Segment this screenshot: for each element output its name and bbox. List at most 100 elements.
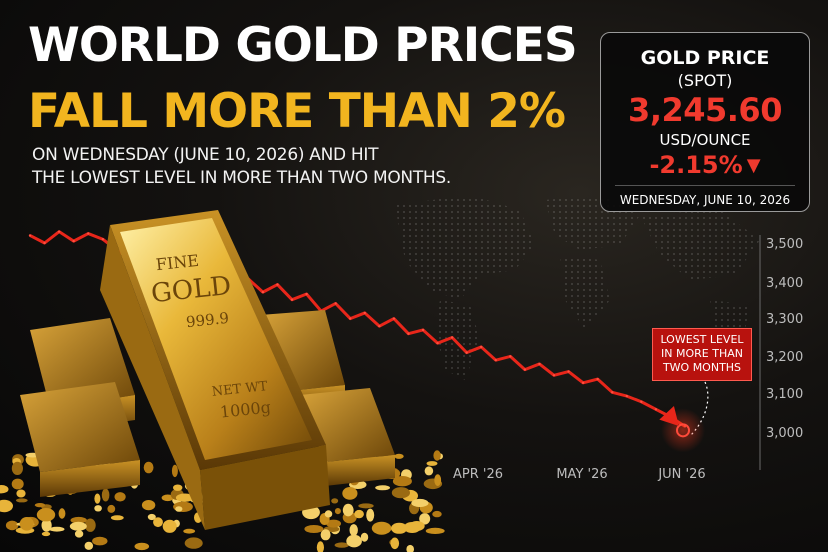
gold-nugget — [184, 537, 203, 549]
data-point — [465, 351, 468, 354]
data-point — [43, 241, 46, 245]
data-point — [436, 341, 439, 345]
gold-nugget — [134, 542, 150, 551]
down-triangle-icon: ▼ — [746, 155, 761, 176]
price-box-subtitle: (SPOT) — [677, 71, 733, 90]
gold-nugget — [390, 537, 400, 550]
gold-nugget — [324, 510, 333, 518]
lowest-point-marker — [676, 423, 690, 438]
gold-nugget — [392, 476, 412, 487]
gold-nugget — [346, 534, 362, 548]
gold-nugget — [375, 485, 390, 491]
gold-nugget — [433, 450, 441, 461]
gold-nugget — [101, 488, 110, 502]
data-point — [581, 381, 585, 385]
gold-nugget — [424, 466, 434, 476]
spot-price-value: 3,245.60 — [628, 91, 782, 129]
gold-nugget — [406, 544, 414, 552]
data-point — [523, 368, 527, 371]
lowest-level-callout: LOWEST LEVEL IN MORE THAN TWO MONTHS — [652, 328, 752, 381]
data-point — [334, 302, 337, 305]
gold-nugget — [334, 508, 341, 515]
gold-nugget — [354, 509, 364, 519]
spot-price-box: GOLD PRICE (SPOT) 3,245.60 USD/OUNCE -2.… — [600, 32, 810, 212]
data-point — [87, 232, 90, 235]
data-point — [552, 374, 556, 377]
data-point — [349, 317, 352, 320]
gold-nugget — [141, 500, 156, 511]
gold-nugget — [342, 503, 354, 517]
gold-nugget — [19, 517, 34, 531]
gold-nugget — [426, 461, 438, 466]
gold-nugget — [342, 487, 358, 500]
gold-nugget — [70, 516, 87, 524]
gold-nugget — [183, 528, 196, 534]
gold-nugget — [5, 520, 19, 531]
gold-nugget — [316, 541, 324, 552]
gold-nugget — [49, 526, 65, 532]
x-axis-ticks: APR '26 MAY '26 JUN '26 — [453, 467, 706, 482]
y-tick-label: 3,000 — [766, 426, 803, 441]
gold-nugget — [34, 503, 46, 508]
data-point — [28, 234, 32, 237]
y-tick-label: 3,300 — [766, 312, 803, 327]
gold-nugget — [11, 461, 23, 475]
gold-nugget — [391, 522, 408, 534]
price-change-value: -2.15% — [649, 151, 743, 179]
gold-nugget — [94, 493, 101, 504]
gold-nugget — [74, 530, 84, 538]
price-date: WEDNESDAY, JUNE 10, 2026 — [619, 193, 791, 207]
down-arrow-head-icon — [659, 405, 679, 426]
data-point — [392, 317, 396, 320]
price-unit: USD/OUNCE — [659, 131, 751, 149]
data-point — [101, 238, 104, 241]
gold-nugget — [0, 485, 9, 494]
gold-nugget — [107, 504, 116, 513]
gold-nugget — [173, 484, 183, 491]
gold-nugget — [304, 525, 324, 533]
y-axis-ticks: 3,500 3,400 3,300 3,200 3,100 3,000 — [766, 237, 803, 441]
gold-nugget — [434, 474, 442, 486]
gold-nugget — [153, 517, 163, 528]
data-point — [509, 355, 512, 358]
gold-nugget — [84, 541, 94, 550]
data-point — [378, 324, 381, 328]
data-point — [611, 391, 614, 394]
data-point — [290, 298, 294, 301]
gold-nugget — [403, 522, 421, 533]
x-tick-label: MAY '26 — [556, 467, 607, 482]
data-point — [305, 292, 308, 296]
gold-nugget — [366, 508, 375, 522]
gold-nugget — [161, 494, 174, 502]
gold-nugget — [171, 464, 178, 478]
gold-nugget — [334, 542, 349, 548]
data-point — [494, 358, 497, 362]
gold-nugget — [11, 478, 24, 490]
gold-nuggets — [0, 449, 445, 552]
gold-nugget — [92, 536, 108, 546]
y-tick-label: 3,200 — [766, 350, 803, 365]
gold-nugget — [419, 513, 431, 525]
world-map-dots — [395, 195, 760, 380]
headline-line-2: FALL MORE THAN 2% — [28, 84, 566, 139]
data-point — [654, 408, 658, 411]
price-box-divider — [615, 185, 795, 186]
data-point — [407, 332, 410, 335]
data-point — [596, 377, 599, 381]
gold-nugget — [320, 529, 331, 541]
gold-nugget — [360, 532, 369, 542]
gold-nugget — [162, 519, 177, 533]
gold-nugget — [358, 503, 374, 509]
gold-nugget — [15, 498, 28, 503]
gold-nugget — [432, 510, 442, 518]
gold-nugget — [326, 519, 341, 528]
gold-nugget — [349, 524, 358, 537]
subheadline-line-2: THE LOWEST LEVEL IN MORE THAN TWO MONTHS… — [32, 168, 452, 188]
data-point — [276, 283, 279, 286]
gold-nugget — [425, 527, 445, 535]
data-point — [480, 345, 483, 349]
gold-nugget — [114, 492, 126, 502]
gold-nugget — [41, 531, 51, 537]
data-point — [450, 336, 454, 339]
